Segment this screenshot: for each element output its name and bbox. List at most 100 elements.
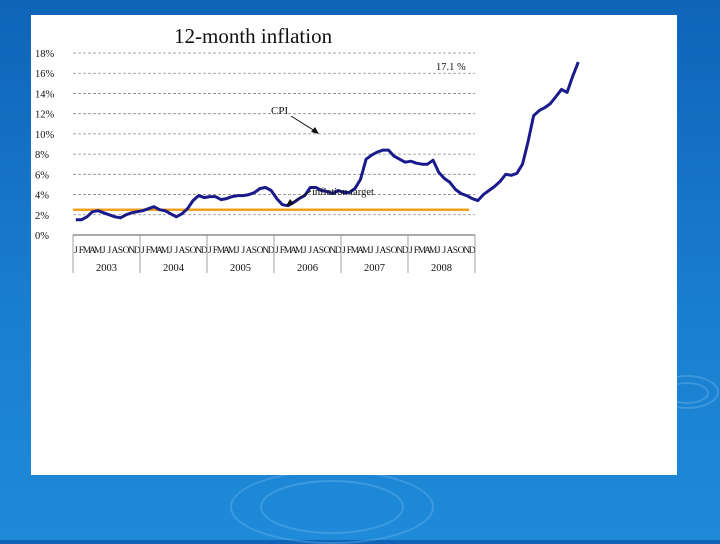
x-tick-label: M	[217, 246, 226, 256]
year-label: 2008	[431, 263, 452, 274]
x-tick-label: N	[128, 246, 135, 256]
inflation-chart: 12-month inflation 0% 2% 4% 6% 8% 10% 12% 14% 16…	[35, 24, 580, 274]
y-tick-label: 10%	[35, 130, 55, 141]
x-tick-label: D	[402, 246, 409, 256]
x-tick-label: A	[446, 246, 453, 256]
year-label: 2006	[297, 263, 318, 274]
y-tick-label: 6%	[35, 170, 49, 181]
x-tick-label: A	[178, 246, 185, 256]
x-tick-label: A	[424, 246, 431, 256]
x-tick-label: M	[83, 246, 92, 256]
cpi-series-line	[75, 61, 580, 222]
x-tick-label: F	[347, 246, 352, 256]
x-tick-label: A	[89, 246, 96, 256]
x-tick-label: A	[223, 246, 230, 256]
y-tick-label: 14%	[35, 89, 55, 100]
cpi-arrow-head	[311, 127, 319, 134]
y-tick-label: 8%	[35, 150, 49, 161]
x-tick-label: N	[262, 246, 269, 256]
x-tick-label: J	[275, 246, 279, 256]
x-tick-label: O	[257, 246, 264, 256]
chart-title: 12-month inflation	[174, 24, 333, 48]
x-tick-label: J	[241, 246, 245, 256]
x-tick-label: J	[442, 246, 446, 256]
x-tick-label: J	[308, 246, 312, 256]
x-tick-label: J	[437, 246, 441, 256]
y-tick-label: 0%	[35, 231, 49, 242]
year-label: 2007	[364, 263, 385, 274]
y-tick-label: 4%	[35, 191, 49, 202]
x-tick-label: F	[213, 246, 218, 256]
x-tick-label: O	[123, 246, 130, 256]
x-tick-label: J	[102, 246, 106, 256]
series-layer	[73, 61, 580, 222]
x-tick-label: N	[195, 246, 202, 256]
x-tick-label: M	[161, 246, 170, 256]
x-tick-label: J	[303, 246, 307, 256]
x-tick-label: M	[418, 246, 427, 256]
x-tick-label: D	[201, 246, 208, 256]
x-tick-label: M	[150, 246, 159, 256]
grid-lines	[73, 52, 475, 216]
decorative-ripple	[260, 480, 404, 534]
x-tick-label: M	[295, 246, 304, 256]
x-tick-label: F	[280, 246, 285, 256]
x-tick-label: S	[453, 246, 458, 256]
annotations: CPI inflation target 17.1 %	[271, 62, 466, 206]
x-tick-label: J	[74, 246, 78, 256]
x-tick-label: O	[391, 246, 398, 256]
x-tick-label: J	[375, 246, 379, 256]
chart-panel: 12-month inflation 0% 2% 4% 6% 8% 10% 12% 14% 16…	[31, 15, 677, 475]
year-label: 2003	[96, 263, 117, 274]
x-tick-label: J	[208, 246, 212, 256]
x-tick-label: A	[111, 246, 118, 256]
x-tick-label: A	[245, 246, 252, 256]
x-tick-label: J	[141, 246, 145, 256]
inflation-target-label: inflation target	[312, 187, 374, 198]
y-tick-label: 16%	[35, 69, 55, 80]
x-tick-label: A	[357, 246, 364, 256]
x-tick-label: N	[329, 246, 336, 256]
x-tick-label: M	[228, 246, 237, 256]
x-tick-label: A	[312, 246, 319, 256]
x-tick-label: M	[362, 246, 371, 256]
x-tick-label: J	[174, 246, 178, 256]
x-tick-label: J	[169, 246, 173, 256]
year-label: 2004	[163, 263, 185, 274]
x-tick-label: J	[370, 246, 374, 256]
x-tick-label: N	[463, 246, 470, 256]
x-tick-label: D	[335, 246, 342, 256]
x-tick-label: N	[396, 246, 403, 256]
y-tick-label: 12%	[35, 110, 55, 121]
x-tick-label: M	[284, 246, 293, 256]
last-value-label: 17.1 %	[436, 62, 466, 73]
x-tick-label: J	[409, 246, 413, 256]
x-tick-label: M	[429, 246, 438, 256]
y-tick-label: 18%	[35, 49, 55, 60]
x-tick-label: J	[236, 246, 240, 256]
x-tick-label: D	[134, 246, 141, 256]
x-tick-label: S	[319, 246, 324, 256]
x-tick-label: F	[414, 246, 419, 256]
x-tick-label: D	[469, 246, 476, 256]
x-tick-label: F	[146, 246, 151, 256]
x-tick-label: A	[156, 246, 163, 256]
x-tick-label: A	[379, 246, 386, 256]
x-tick-label: J	[342, 246, 346, 256]
x-tick-label: M	[351, 246, 360, 256]
x-tick-label: O	[190, 246, 197, 256]
y-tick-label: 2%	[35, 211, 49, 222]
x-tick-label: J	[107, 246, 111, 256]
cpi-label: CPI	[271, 105, 288, 117]
y-axis-tick-labels: 0% 2% 4% 6% 8% 10% 12% 14% 16% 18%	[35, 49, 55, 242]
x-tick-label: S	[386, 246, 391, 256]
x-tick-label: S	[185, 246, 190, 256]
x-tick-label: O	[324, 246, 331, 256]
x-tick-label: D	[268, 246, 275, 256]
x-tick-label: O	[458, 246, 465, 256]
x-tick-label: S	[118, 246, 123, 256]
x-tick-label: S	[252, 246, 257, 256]
year-label: 2005	[230, 263, 251, 274]
x-tick-label: A	[290, 246, 297, 256]
